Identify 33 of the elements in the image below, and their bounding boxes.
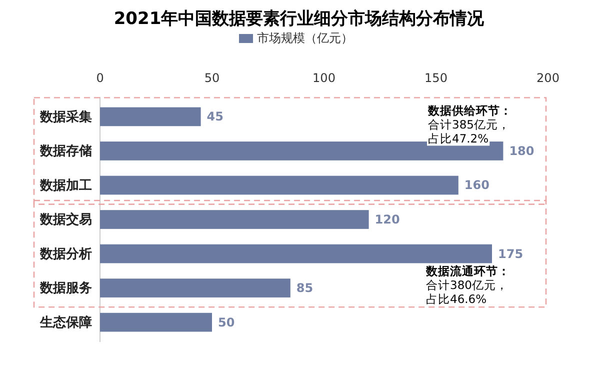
x-tick-label: 100 [312,71,336,85]
y-tick-label: 生态保障 [39,314,92,330]
bar [100,107,201,126]
bar [100,176,458,195]
x-tick-label: 0 [96,71,104,85]
annotation: 合计385亿元， [428,118,510,132]
annotation: 数据流通环节： [425,264,510,278]
y-tick-label: 数据采集 [39,108,92,125]
data-label: 50 [218,315,235,330]
x-tick-label: 200 [536,71,560,85]
y-tick-label: 数据分析 [39,246,92,262]
chart-title: 2021年中国数据要素行业细分市场结构分布情况 [114,9,486,29]
bar [100,312,212,332]
data-label: 45 [206,110,224,124]
annotation: 占比47.2% [428,132,489,146]
data-label: 120 [374,212,400,226]
x-tick-label: 150 [424,71,448,85]
y-tick-label: 数据交易 [39,212,92,228]
annotation: 占比46.6% [426,292,487,306]
data-label: 180 [509,144,534,158]
bar [100,210,369,229]
data-label: 85 [296,281,314,296]
y-tick-label: 数据存储 [39,144,92,160]
annotation: 合计380亿元， [426,278,508,292]
bar [100,278,290,298]
y-tick-label: 数据服务 [39,281,92,296]
data-label: 160 [464,178,490,192]
x-tick-label: 50 [204,71,220,85]
legend-label: 市场规模（亿元） [257,31,353,45]
annotation: 数据供给环节： [427,104,512,118]
y-tick-label: 数据加工 [39,178,92,194]
bar [100,244,492,264]
data-label: 175 [498,246,524,261]
